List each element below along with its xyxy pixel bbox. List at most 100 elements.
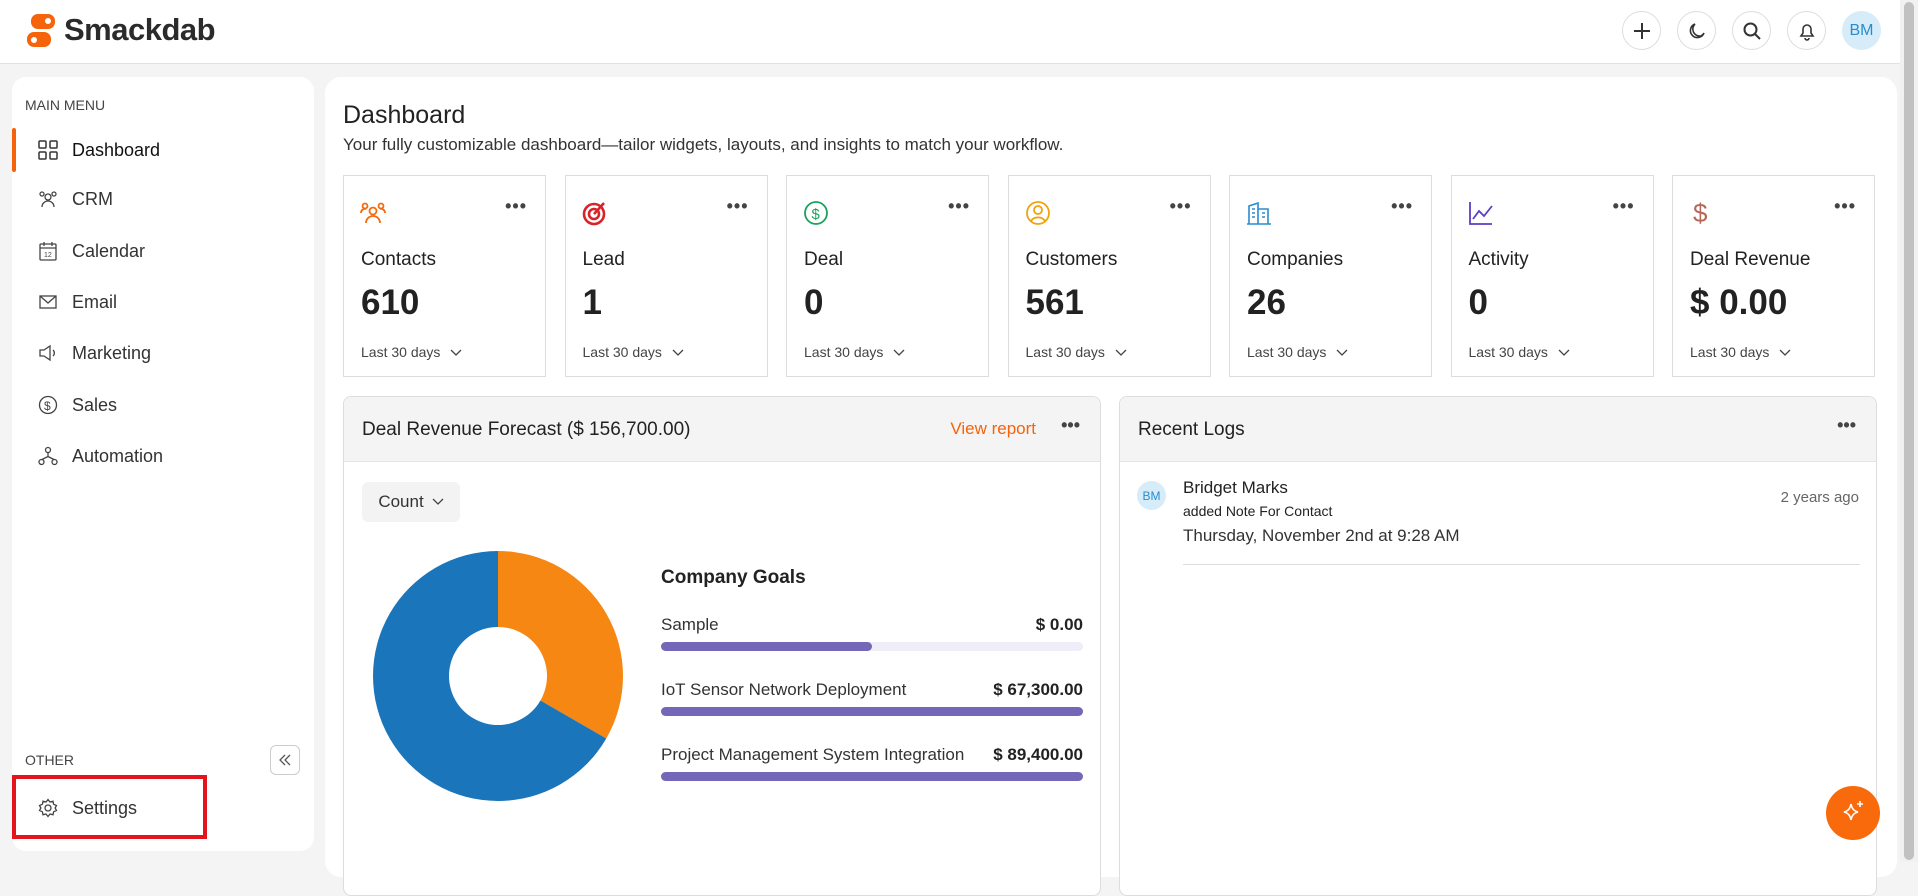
target-icon	[582, 202, 605, 226]
goal-value: $ 89,400.00	[993, 745, 1083, 764]
page-scrollbar[interactable]	[1900, 0, 1918, 862]
sidebar-item-label: Marketing	[72, 342, 152, 363]
stat-card-customers[interactable]: ••• Customers 561 Last 30 days	[1007, 175, 1211, 377]
stat-card-deal[interactable]: $ ••• Deal 0 Last 30 days	[786, 175, 989, 377]
stat-label: Companies	[1247, 249, 1344, 270]
sidebar-item-dashboard[interactable]: Dashboard	[12, 128, 314, 172]
settings-highlight	[12, 775, 207, 839]
period-dropdown[interactable]: Last 30 days	[804, 344, 905, 360]
goal-progress-fill	[661, 642, 872, 651]
goal-progress-bar	[661, 707, 1083, 716]
sidebar-item-label: CRM	[72, 188, 113, 209]
collapse-sidebar-button[interactable]	[270, 745, 300, 775]
period-label: Last 30 days	[1690, 344, 1770, 360]
stat-card-activity[interactable]: ••• Activity 0 Last 30 days	[1450, 175, 1654, 377]
sidebar-item-label: Sales	[72, 394, 118, 415]
dollar-icon: $	[1693, 200, 1708, 226]
deal-revenue-forecast-panel: Deal Revenue Forecast ($ 156,700.00) Vie…	[343, 396, 1101, 896]
chevron-down-icon	[1336, 349, 1348, 356]
sidebar-item-label: Dashboard	[72, 139, 161, 160]
scrollbar-thumb[interactable]	[1904, 2, 1914, 860]
top-header: Smackdab BM	[0, 0, 1900, 64]
bell-icon	[1799, 23, 1814, 41]
sidebar-item-email[interactable]: Email	[12, 280, 314, 324]
chevron-down-icon	[1779, 349, 1791, 356]
period-dropdown[interactable]: Last 30 days	[1247, 344, 1348, 360]
sidebar-item-sales[interactable]: $ Sales	[12, 383, 314, 427]
search-button[interactable]	[1732, 11, 1771, 50]
smackdab-logo-icon	[27, 14, 55, 47]
stat-value: 26	[1247, 283, 1286, 322]
period-dropdown[interactable]: Last 30 days	[583, 344, 684, 360]
stat-card-contacts[interactable]: ••• Contacts 610 Last 30 days	[343, 175, 546, 377]
ai-assistant-button[interactable]	[1826, 786, 1880, 840]
goal-label: IoT Sensor Network Deployment	[661, 680, 907, 699]
log-date: Thursday, November 2nd at 9:28 AM	[1183, 526, 1460, 545]
svg-text:12: 12	[44, 252, 52, 259]
sidebar-item-automation[interactable]: Automation	[12, 434, 314, 478]
brand-name[interactable]: Smackdab	[64, 12, 216, 47]
more-options-icon[interactable]: •••	[1834, 196, 1856, 216]
plus-icon	[1633, 22, 1650, 39]
view-report-link[interactable]: View report	[950, 419, 1036, 438]
goal-progress-bar	[661, 642, 1083, 651]
more-options-icon[interactable]: •••	[1837, 415, 1856, 435]
log-user-name[interactable]: Bridget Marks	[1183, 478, 1288, 497]
sidebar: MAIN MENU Dashboard CRM 12 Calendar Email…	[12, 77, 314, 851]
building-icon	[1247, 201, 1271, 225]
chevron-down-icon	[1115, 349, 1127, 356]
period-label: Last 30 days	[804, 344, 884, 360]
more-options-icon[interactable]: •••	[1612, 196, 1635, 216]
notifications-button[interactable]	[1787, 11, 1826, 50]
period-dropdown[interactable]: Last 30 days	[361, 344, 462, 360]
sidebar-item-label: Automation	[72, 445, 164, 466]
goal-row: IoT Sensor Network Deployment $ 67,300.0…	[661, 680, 1083, 716]
more-options-icon[interactable]: •••	[948, 196, 970, 216]
more-options-icon[interactable]: •••	[1391, 196, 1413, 216]
user-circle-icon	[1025, 201, 1050, 225]
count-dropdown[interactable]: Count	[362, 482, 460, 522]
period-dropdown[interactable]: Last 30 days	[1469, 344, 1570, 360]
period-label: Last 30 days	[1025, 344, 1105, 360]
log-time-ago: 2 years ago	[1780, 489, 1859, 506]
goal-row: Sample $ 0.00	[661, 615, 1083, 651]
dark-mode-toggle[interactable]	[1677, 11, 1716, 50]
grid-icon	[38, 140, 58, 160]
period-label: Last 30 days	[1468, 344, 1548, 360]
user-avatar[interactable]: BM	[1842, 11, 1881, 50]
search-icon	[1743, 22, 1761, 40]
more-options-icon[interactable]: •••	[1169, 196, 1192, 216]
calendar-icon: 12	[39, 242, 57, 261]
main-content: Dashboard Your fully customizable dashbo…	[325, 77, 1897, 896]
period-label: Last 30 days	[361, 344, 441, 360]
more-options-icon[interactable]: •••	[1061, 415, 1080, 435]
main-menu-label: MAIN MENU	[25, 97, 106, 113]
add-button[interactable]	[1622, 11, 1661, 50]
donut-slice[interactable]	[498, 551, 623, 739]
goal-value: $ 0.00	[1035, 615, 1083, 634]
stat-label: Deal	[804, 249, 844, 270]
period-dropdown[interactable]: Last 30 days	[1690, 344, 1791, 360]
company-goals-title: Company Goals	[661, 567, 806, 588]
period-label: Last 30 days	[1247, 344, 1327, 360]
stat-card-deal-revenue[interactable]: $ ••• Deal Revenue $ 0.00 Last 30 days	[1672, 175, 1875, 377]
sidebar-item-crm[interactable]: CRM	[12, 177, 314, 221]
sidebar-item-label: Calendar	[72, 240, 146, 261]
more-options-icon[interactable]: •••	[505, 196, 527, 216]
stat-value: 0	[804, 283, 824, 322]
panel-header: Deal Revenue Forecast ($ 156,700.00) Vie…	[344, 397, 1100, 462]
megaphone-icon	[39, 344, 55, 362]
sidebar-item-settings[interactable]: Settings	[12, 786, 314, 830]
sidebar-item-calendar[interactable]: 12 Calendar	[12, 229, 314, 273]
users-icon	[360, 202, 386, 224]
stat-label: Contacts	[361, 249, 436, 270]
stat-card-lead[interactable]: ••• Lead 1 Last 30 days	[564, 175, 768, 377]
stat-label: Lead	[582, 249, 625, 270]
more-options-icon[interactable]: •••	[726, 196, 749, 216]
donut-slice[interactable]	[373, 551, 607, 801]
period-dropdown[interactable]: Last 30 days	[1026, 344, 1127, 360]
users-icon	[39, 191, 57, 208]
stat-card-companies[interactable]: ••• Companies 26 Last 30 days	[1229, 175, 1432, 377]
sidebar-item-marketing[interactable]: Marketing	[12, 331, 314, 375]
chevron-down-icon	[1558, 349, 1570, 356]
